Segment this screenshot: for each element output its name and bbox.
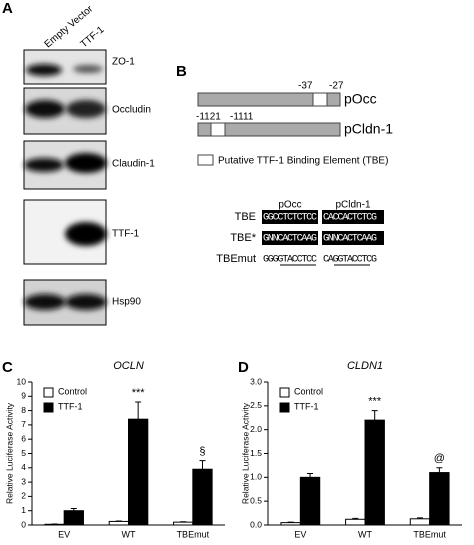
panel-label: A [2,0,13,17]
y-tick-label: 1 [21,505,26,515]
y-tick-label: 9 [21,391,26,401]
bar [365,420,384,525]
y-tick-label: 3.0 [250,376,262,386]
panel-label: B [176,63,187,80]
bar [109,521,128,525]
y-tick-label: 1.0 [250,472,262,482]
y-axis-label: Relative Luciferase Activity [4,402,14,504]
annotation: *** [368,396,382,408]
bar [410,519,429,525]
legend-swatch [280,388,289,397]
y-tick-label: 8 [21,405,26,415]
bar [430,473,449,525]
blots [24,50,107,325]
position-label: -27 [329,81,344,92]
x-tick-label: WT [122,529,136,539]
error-bar [436,468,442,473]
y-axis-label: Relative Luciferase Activity [240,402,250,504]
sequence: GGGGTACCTCC [263,255,317,266]
sequence: CACCACTCTCG [323,213,377,224]
chart-title: CLDN1 [347,360,383,372]
legend-swatch [44,388,53,397]
annotation: § [199,446,205,458]
bar [346,519,365,525]
legend-swatch [44,403,53,412]
y-tick-label: 0.5 [250,495,262,505]
blot-label: TTF-1 [112,229,140,240]
legend-label: TTF-1 [294,401,319,411]
x-tick-label: TBEmut [413,529,446,539]
position-label: -37 [298,81,313,92]
x-tick-label: TBEmut [177,529,210,539]
y-tick-label: 3 [21,476,26,486]
y-tick-label: 5 [21,448,26,458]
x-tick-label: WT [358,529,372,539]
bar [193,469,212,525]
y-tick-label: 4 [21,462,26,472]
y-tick-label: 7 [21,419,26,429]
lane-label: TTF-1 [79,24,107,50]
construct-label: pCldn-1 [344,121,393,137]
legend-swatch [280,403,289,412]
row-label: TBE [235,211,256,223]
x-tick-label: EV [294,529,306,539]
position-label: -1121 [196,112,221,123]
legend-label: Control [58,386,87,396]
row-label: TBE* [230,232,256,244]
position-label: -1111 [230,112,254,123]
error-bar [372,411,378,421]
sequence: GNNCACTCAAG [263,234,317,245]
panel-label: C [2,359,13,376]
blot-label: Hsp90 [112,297,141,308]
row-label: TBEmut [216,253,256,265]
sequence: CAGGTACCTCG [323,255,377,266]
y-tick-label: 10 [17,376,27,386]
panel-label: D [238,359,249,376]
legend-label: TTF-1 [58,401,83,411]
construct-label: pOcc [344,91,377,107]
y-tick-label: 0 [21,519,26,529]
y-tick-label: 6 [21,433,26,443]
x-tick-label: EV [58,529,70,539]
y-tick-label: 2.5 [250,400,262,410]
annotation: *** [132,387,146,399]
promoter-diagram [198,93,340,165]
column-header: pCldn-1 [335,200,370,211]
blot-label: ZO-1 [112,57,135,68]
column-header: pOcc [278,200,301,211]
sequence: GNNCACTCAAG [323,234,377,245]
annotation: @ [434,453,445,465]
error-bar [199,461,205,470]
bar [64,511,83,525]
y-tick-label: 1.5 [250,448,262,458]
chart-title: OCLN [113,360,144,372]
blot-label: Occludin [112,105,151,116]
error-bar [135,402,141,419]
error-bar [307,474,313,478]
blot-label: Claudin-1 [112,159,155,170]
sequence: GGCCTCTCTCC [263,213,317,224]
bar [129,419,148,525]
legend-text: Putative TTF-1 Binding Element (TBE) [218,156,388,167]
y-tick-label: 2.0 [250,424,262,434]
bar [300,477,319,525]
y-tick-label: 2 [21,491,26,501]
bar [281,523,300,525]
bar [174,522,193,525]
y-tick-label: 0.0 [250,519,262,529]
legend-label: Control [294,386,323,396]
